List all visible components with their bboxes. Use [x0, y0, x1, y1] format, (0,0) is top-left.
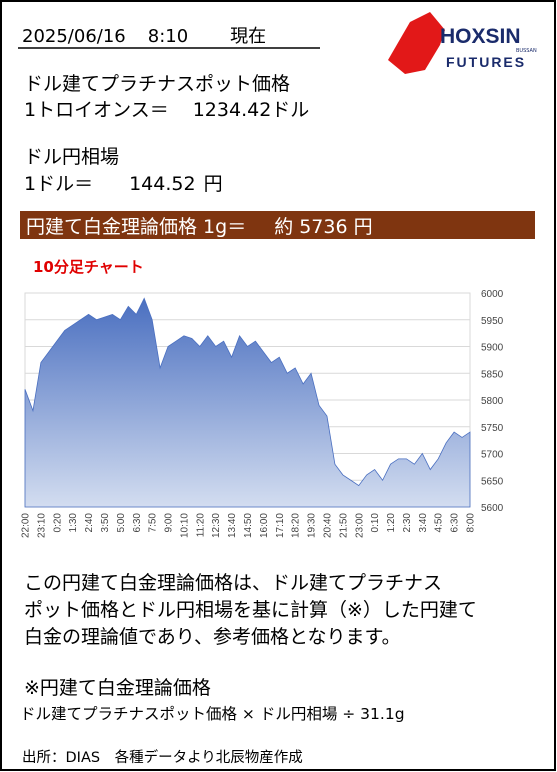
logo: HOXSIN BUSSAN FUTURES	[388, 12, 537, 74]
result-unit: 円	[354, 216, 373, 238]
date: 2025/06/16	[22, 26, 126, 47]
x-tick-label: 11:20	[195, 513, 206, 538]
x-tick-label: 3:50	[100, 513, 111, 533]
x-tick-label: 1:30	[68, 513, 79, 533]
x-tick-label: 16:00	[259, 513, 270, 538]
y-tick-label: 5850	[481, 369, 504, 380]
x-tick-label: 10:10	[179, 513, 190, 538]
x-tick-label: 20:40	[322, 513, 333, 538]
x-tick-label: 4:50	[434, 513, 445, 533]
x-tick-label: 21:50	[338, 513, 349, 538]
logo-tag: FUTURES	[446, 54, 526, 70]
result-label: 円建て白金理論価格 1g＝	[26, 216, 246, 238]
x-tick-label: 19:30	[307, 513, 318, 538]
y-tick-label: 5800	[481, 396, 504, 407]
x-tick-label: 7:50	[148, 513, 159, 533]
time: 8:10	[148, 26, 188, 47]
formula-text: ドル建てプラチナスポット価格 × ドル円相場 ÷ 31.1g	[20, 705, 405, 723]
x-tick-label: 13:40	[227, 513, 238, 538]
fx-line: 1ドル＝ 144.52 円	[24, 173, 223, 195]
logo-sub: BUSSAN	[516, 48, 537, 54]
y-tick-label: 5600	[481, 503, 504, 514]
y-tick-label: 6000	[481, 289, 504, 300]
y-tick-label: 5750	[481, 423, 504, 434]
fx-currency: 円	[204, 173, 223, 195]
formula-title: ※円建て白金理論価格	[24, 677, 211, 699]
header: 2025/06/16 8:10 現在	[22, 26, 266, 47]
x-tick-label: 2:30	[402, 513, 413, 533]
status: 現在	[230, 26, 266, 47]
spot-currency: ドル	[271, 99, 309, 121]
description-line: この円建て白金理論価格は、ドル建てプラチナス	[24, 572, 442, 594]
x-tick-label: 23:10	[36, 513, 47, 538]
chart: 5600 5650 5700 5750 5800 5850 5900 5950 6000 22:0…	[21, 289, 504, 538]
spot-line: 1トロイオンス＝ 1234.42ドル	[24, 99, 309, 121]
x-tick-label: 22:00	[21, 513, 32, 538]
y-tick-label: 5950	[481, 316, 504, 327]
x-tick-label: 0:10	[370, 513, 381, 533]
x-tick-label: 17:10	[275, 513, 286, 538]
logo-name: HOXSIN	[440, 25, 521, 48]
area	[24, 297, 471, 508]
x-tick-label: 12:30	[211, 513, 222, 538]
result-value: 5736	[299, 216, 347, 238]
y-tick-label: 5900	[481, 343, 504, 354]
spot-title: ドル建てプラチナスポット価格	[24, 73, 290, 95]
x-tick-label: 18:20	[291, 513, 302, 538]
x-tick-label: 9:00	[164, 513, 175, 533]
x-tick-label: 2:40	[84, 513, 95, 533]
description-line: 白金の理論値であり、参考価格となります。	[24, 626, 401, 648]
result-bar	[20, 211, 535, 239]
x-tick-label: 0:20	[52, 513, 63, 533]
fx-value: 144.52	[129, 173, 195, 195]
fx-title: ドル円相場	[24, 146, 119, 168]
y-tick-label: 5650	[481, 476, 504, 487]
fx-unit: 1ドル＝	[24, 173, 93, 195]
x-tick-label: 3:40	[418, 513, 429, 533]
x-tick-label: 5:00	[116, 513, 127, 533]
spot-value: 1234.42	[193, 99, 272, 121]
x-tick-label: 14:50	[243, 513, 254, 538]
x-tick-label: 1:20	[386, 513, 397, 533]
logo-mark	[388, 12, 445, 74]
result-line: 円建て白金理論価格 1g＝ 約 5736 円	[26, 216, 373, 238]
chart-title: 10分足チャート	[33, 258, 144, 276]
result-approx: 約	[274, 216, 293, 238]
spot-unit: 1トロイオンス＝	[24, 99, 169, 121]
y-tick-label: 5700	[481, 450, 504, 461]
source: 出所：DIAS 各種データより北辰物産作成	[22, 748, 303, 766]
x-tick-label: 6:30	[132, 513, 143, 533]
description: この円建て白金理論価格は、ドル建てプラチナスポット価格とドル円相場を基に計算（※…	[24, 572, 477, 648]
x-tick-label: 6:30	[450, 513, 461, 533]
description-line: ポット価格とドル円相場を基に計算（※）した円建て	[24, 599, 477, 621]
x-tick-label: 23:00	[354, 513, 365, 538]
x-tick-label: 8:00	[466, 513, 477, 533]
